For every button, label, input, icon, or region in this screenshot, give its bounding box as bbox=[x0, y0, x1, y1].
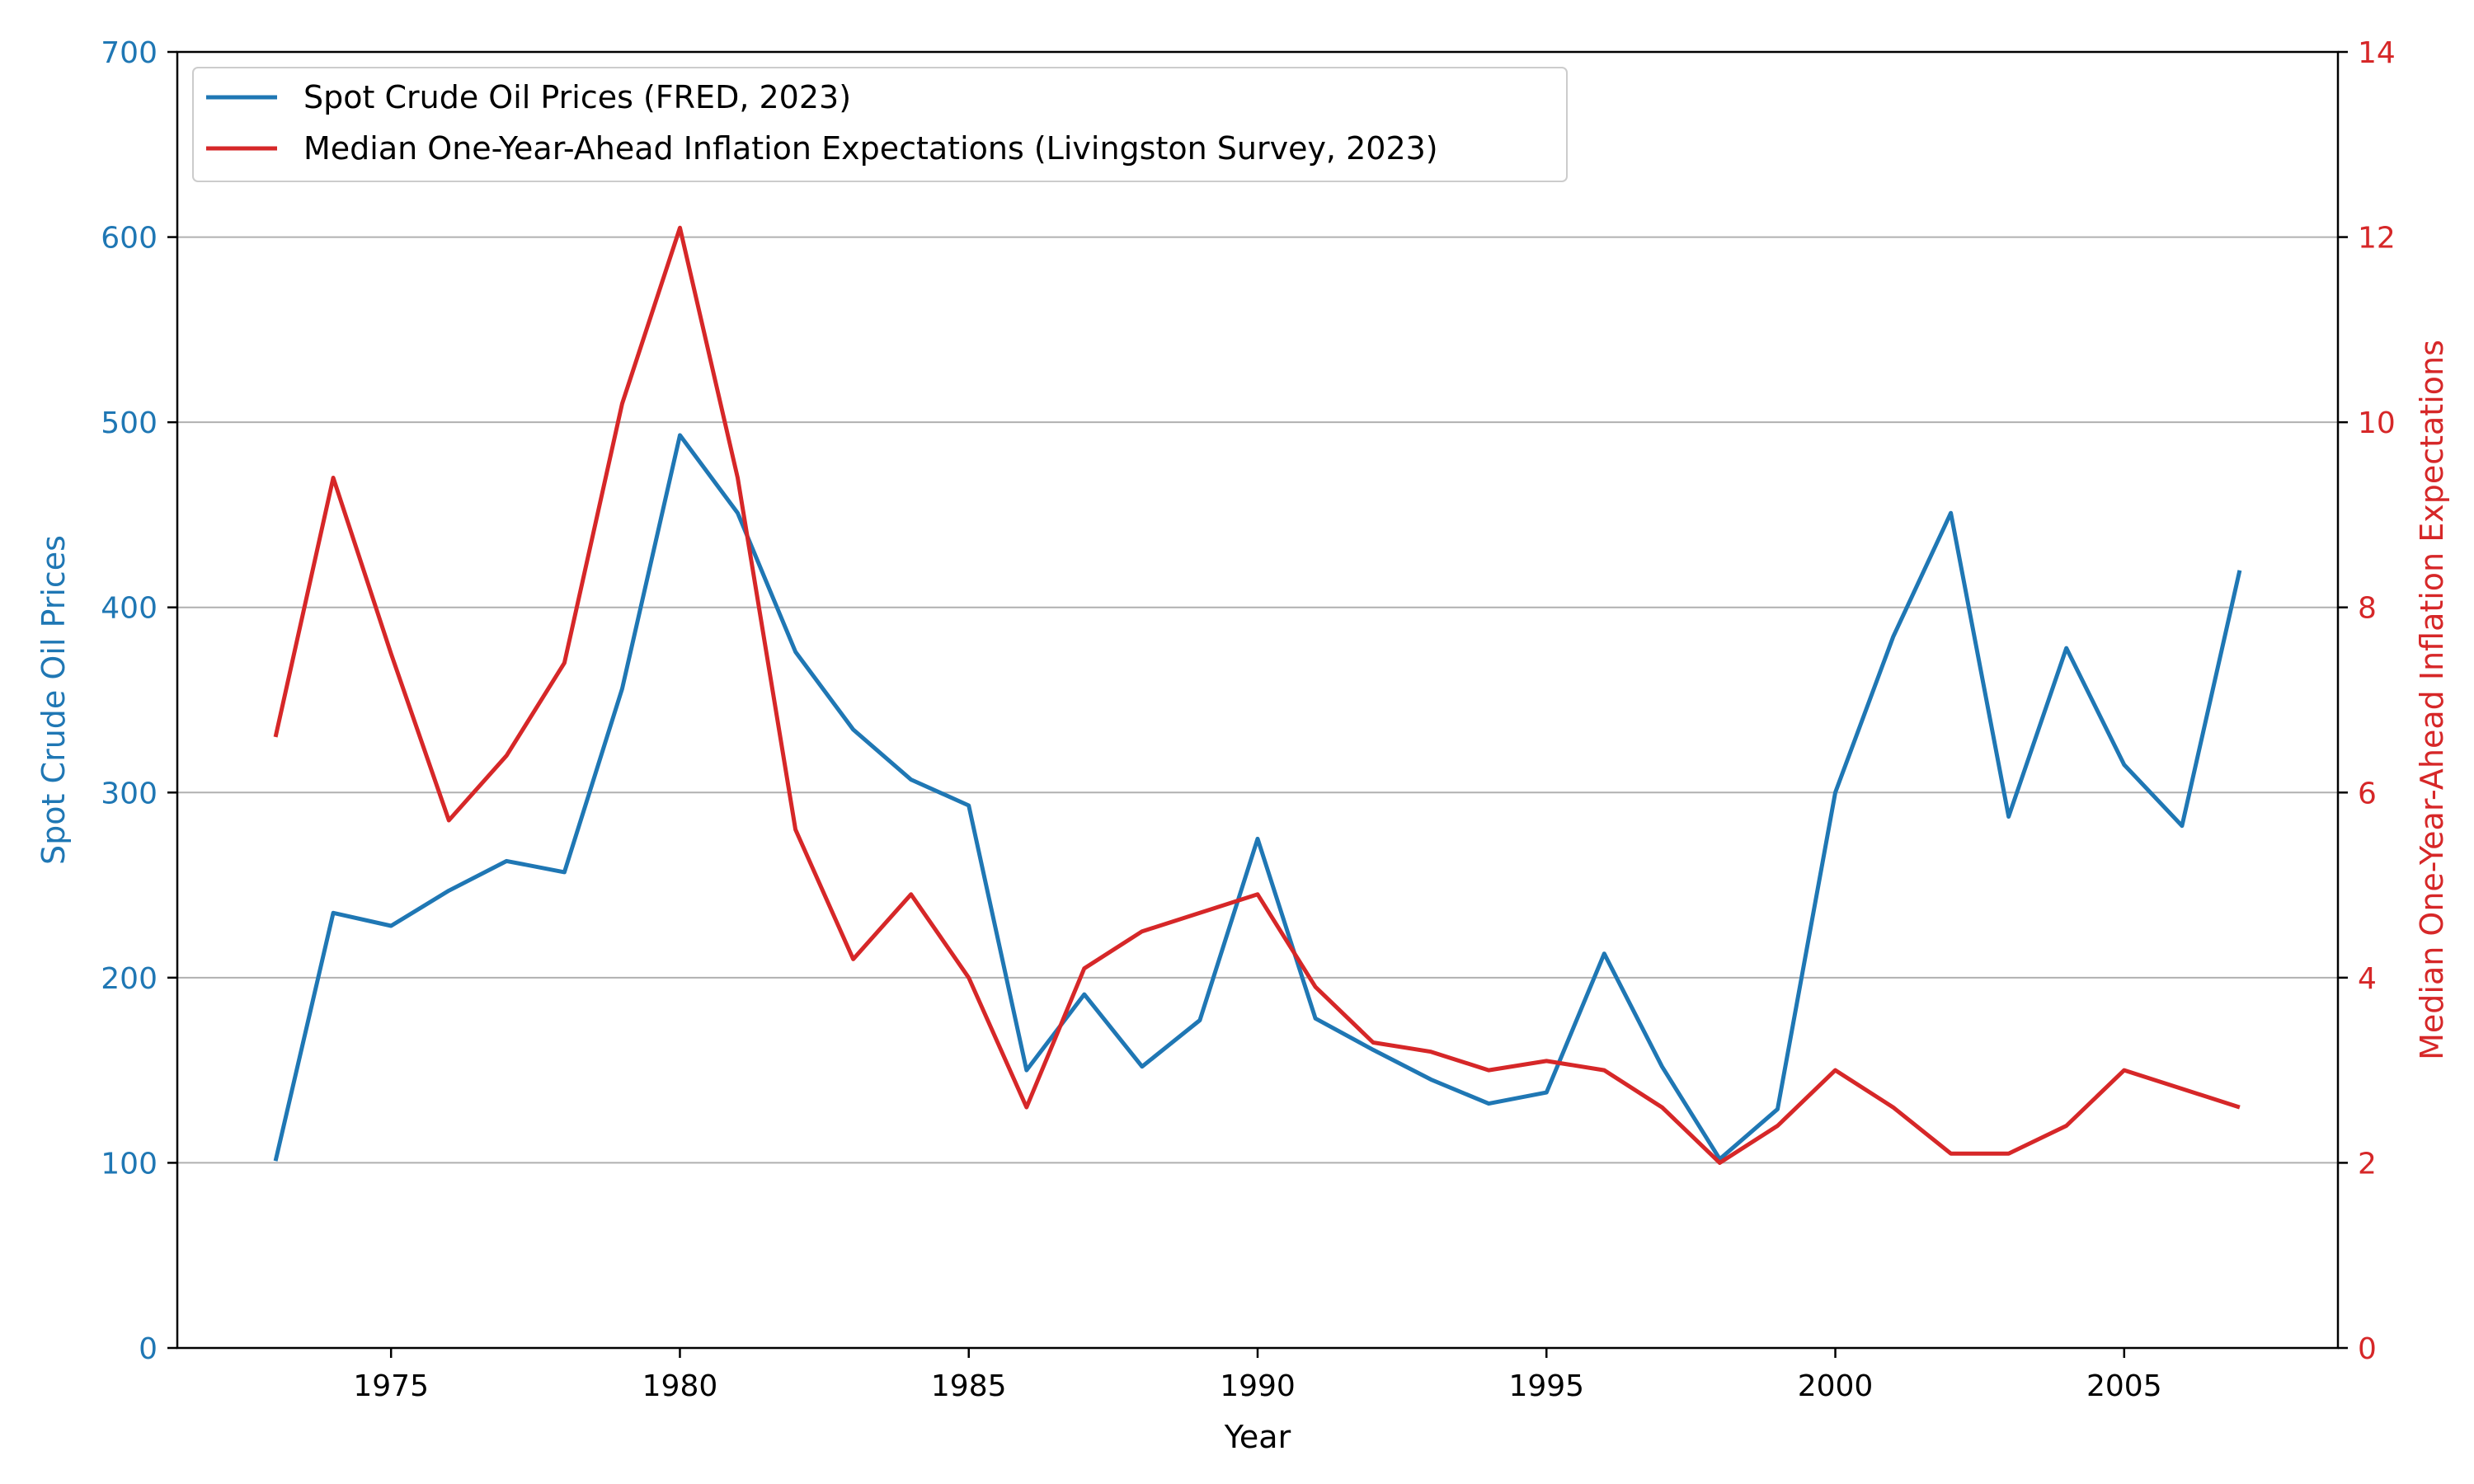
y-left-tick-label: 600 bbox=[101, 222, 158, 256]
x-tick-label: 1985 bbox=[931, 1369, 1007, 1403]
x-tick-label: 1975 bbox=[353, 1369, 429, 1403]
y-right-tick-label: 6 bbox=[2358, 777, 2377, 810]
legend: Spot Crude Oil Prices (FRED, 2023) Media… bbox=[192, 67, 1568, 182]
x-tick-label: 1990 bbox=[1220, 1369, 1296, 1403]
y-left-tick-label: 500 bbox=[101, 406, 158, 440]
y-axis-right-label: Median One-Year-Ahead Inflation Expectat… bbox=[2414, 340, 2450, 1060]
x-axis-label: Year bbox=[1224, 1419, 1291, 1455]
x-tick-label: 2000 bbox=[1798, 1369, 1874, 1403]
y-right-tick-label: 4 bbox=[2358, 962, 2377, 996]
y-right-tick-label: 10 bbox=[2358, 406, 2396, 440]
y-axis-left-label: Spot Crude Oil Prices bbox=[35, 535, 72, 865]
legend-box bbox=[192, 67, 1568, 182]
grid-lines bbox=[177, 51, 2338, 1349]
legend-label-inflation: Median One-Year-Ahead Inflation Expectat… bbox=[303, 130, 1438, 167]
y-left-tick-label: 400 bbox=[101, 592, 158, 626]
y-left-tick-label: 100 bbox=[101, 1147, 158, 1181]
y-right-tick-label: 0 bbox=[2358, 1332, 2377, 1366]
y-right-tick-label: 2 bbox=[2358, 1147, 2377, 1181]
y-left-tick-label: 700 bbox=[101, 36, 158, 70]
series-lines bbox=[273, 225, 2242, 1165]
y-right-tick-label: 12 bbox=[2358, 222, 2396, 256]
y-right-tick-label: 8 bbox=[2358, 592, 2377, 626]
x-tick-label: 2005 bbox=[2086, 1369, 2162, 1403]
x-tick-label: 1980 bbox=[642, 1369, 718, 1403]
x-tick-label: 1995 bbox=[1508, 1369, 1584, 1403]
axis-ticks: 0 100 200 300 400 500 600 700 0 2 4 6 8 10 12 14 1975 198… bbox=[101, 36, 2396, 1403]
y-right-tick-label: 14 bbox=[2358, 36, 2396, 70]
y-left-tick-label: 0 bbox=[139, 1332, 158, 1366]
legend-label-oil: Spot Crude Oil Prices (FRED, 2023) bbox=[303, 79, 851, 115]
y-left-tick-label: 300 bbox=[101, 777, 158, 810]
y-left-tick-label: 200 bbox=[101, 962, 158, 996]
